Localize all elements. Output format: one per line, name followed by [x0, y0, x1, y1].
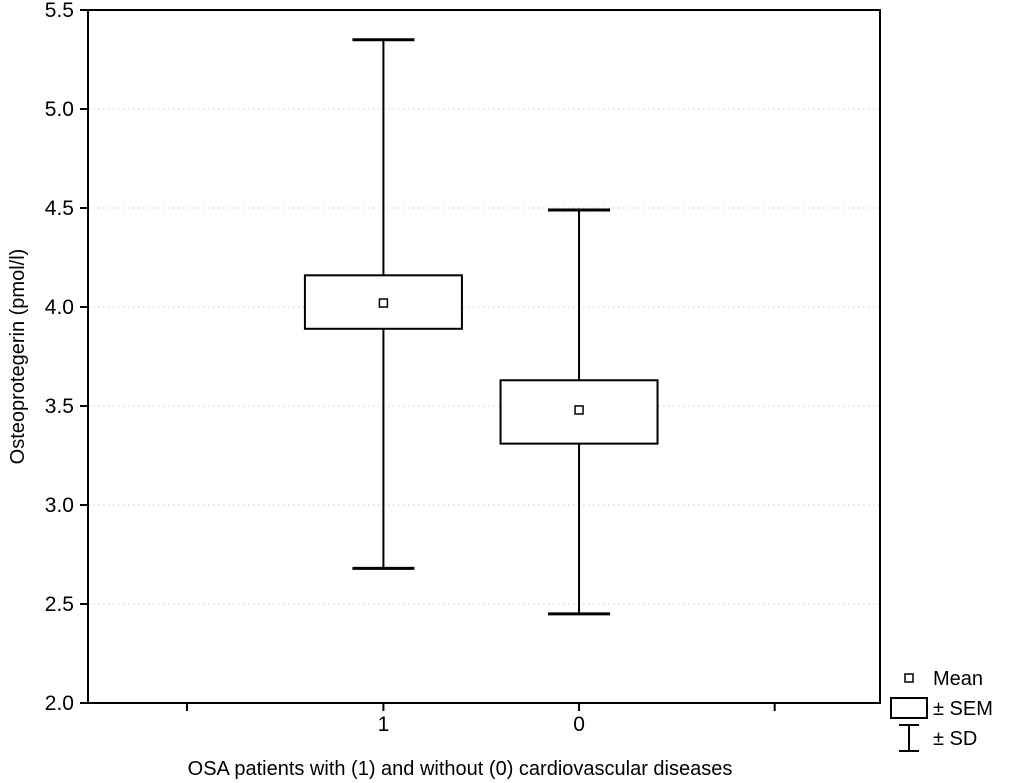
y-tick-label: 2.0 — [45, 692, 74, 715]
plot-frame — [87, 9, 881, 704]
y-tick-label: 3.0 — [45, 494, 74, 517]
legend-sem-symbol — [890, 697, 928, 719]
legend-mean-symbol — [904, 673, 914, 683]
mean-marker — [574, 405, 584, 415]
legend-label: ± SD — [933, 728, 977, 750]
x-tick-label: 0 — [573, 713, 585, 736]
mean-marker — [378, 298, 389, 308]
x-axis-title: OSA patients with (1) and without (0) ca… — [188, 758, 733, 780]
legend-label: Mean — [933, 668, 983, 690]
y-tick-label: 4.5 — [45, 197, 74, 220]
y-tick-label: 4.0 — [45, 296, 74, 319]
y-tick-label: 5.0 — [45, 98, 74, 121]
y-axis-title: Osteoprotegerin (pmol/l) — [7, 249, 29, 465]
legend-label: ± SEM — [933, 698, 993, 720]
y-tick-label: 5.5 — [45, 0, 74, 22]
y-tick-label: 2.5 — [45, 593, 74, 616]
x-tick-label: 1 — [378, 713, 390, 736]
y-tick-label: 3.5 — [45, 395, 74, 418]
